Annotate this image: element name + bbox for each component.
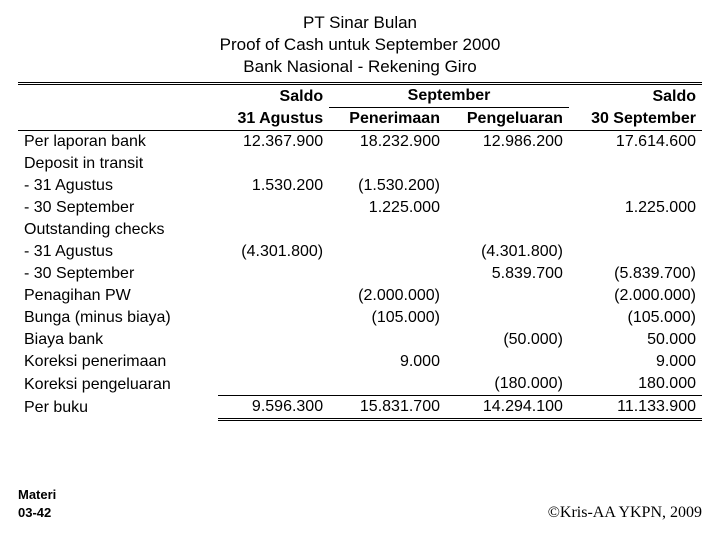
table-row: Deposit in transit [18, 153, 702, 175]
title-report: Proof of Cash untuk September 2000 [18, 34, 702, 56]
col-saldo2: Saldo [569, 84, 702, 108]
col-september: September [329, 84, 569, 108]
table-row: Koreksi pengeluaran (180.000) 180.000 [18, 373, 702, 396]
table-row: Bunga (minus biaya) (105.000) (105.000) [18, 307, 702, 329]
col-saldo2-sub: 30 September [569, 108, 702, 131]
title-block: PT Sinar Bulan Proof of Cash untuk Septe… [18, 12, 702, 78]
table-row-total: Per buku 9.596.300 15.831.700 14.294.100… [18, 396, 702, 420]
table-row: Outstanding checks [18, 219, 702, 241]
table-row: - 30 September 1.225.000 1.225.000 [18, 197, 702, 219]
footer-copyright: ©Kris-AA YKPN, 2009 [548, 504, 702, 522]
table-row: Koreksi penerimaan 9.000 9.000 [18, 351, 702, 373]
col-penerimaan: Penerimaan [329, 108, 446, 131]
title-account: Bank Nasional - Rekening Giro [18, 56, 702, 78]
col-pengeluaran: Pengeluaran [446, 108, 569, 131]
table-row: Biaya bank (50.000) 50.000 [18, 329, 702, 351]
proof-of-cash-table: Saldo September Saldo 31 Agustus Penerim… [18, 82, 702, 421]
table-row: - 31 Agustus 1.530.200 (1.530.200) [18, 175, 702, 197]
table-row: - 31 Agustus (4.301.800) (4.301.800) [18, 241, 702, 263]
footer-page: 03-42 [18, 504, 56, 522]
table-row: Penagihan PW (2.000.000) (2.000.000) [18, 285, 702, 307]
footer: Materi 03-42 ©Kris-AA YKPN, 2009 [18, 486, 702, 522]
col-saldo1: Saldo [218, 84, 329, 108]
col-saldo1-sub: 31 Agustus [218, 108, 329, 131]
table-row: - 30 September 5.839.700 (5.839.700) [18, 263, 702, 285]
title-company: PT Sinar Bulan [18, 12, 702, 34]
footer-materi: Materi [18, 486, 56, 504]
table-row: Per laporan bank 12.367.900 18.232.900 1… [18, 131, 702, 154]
